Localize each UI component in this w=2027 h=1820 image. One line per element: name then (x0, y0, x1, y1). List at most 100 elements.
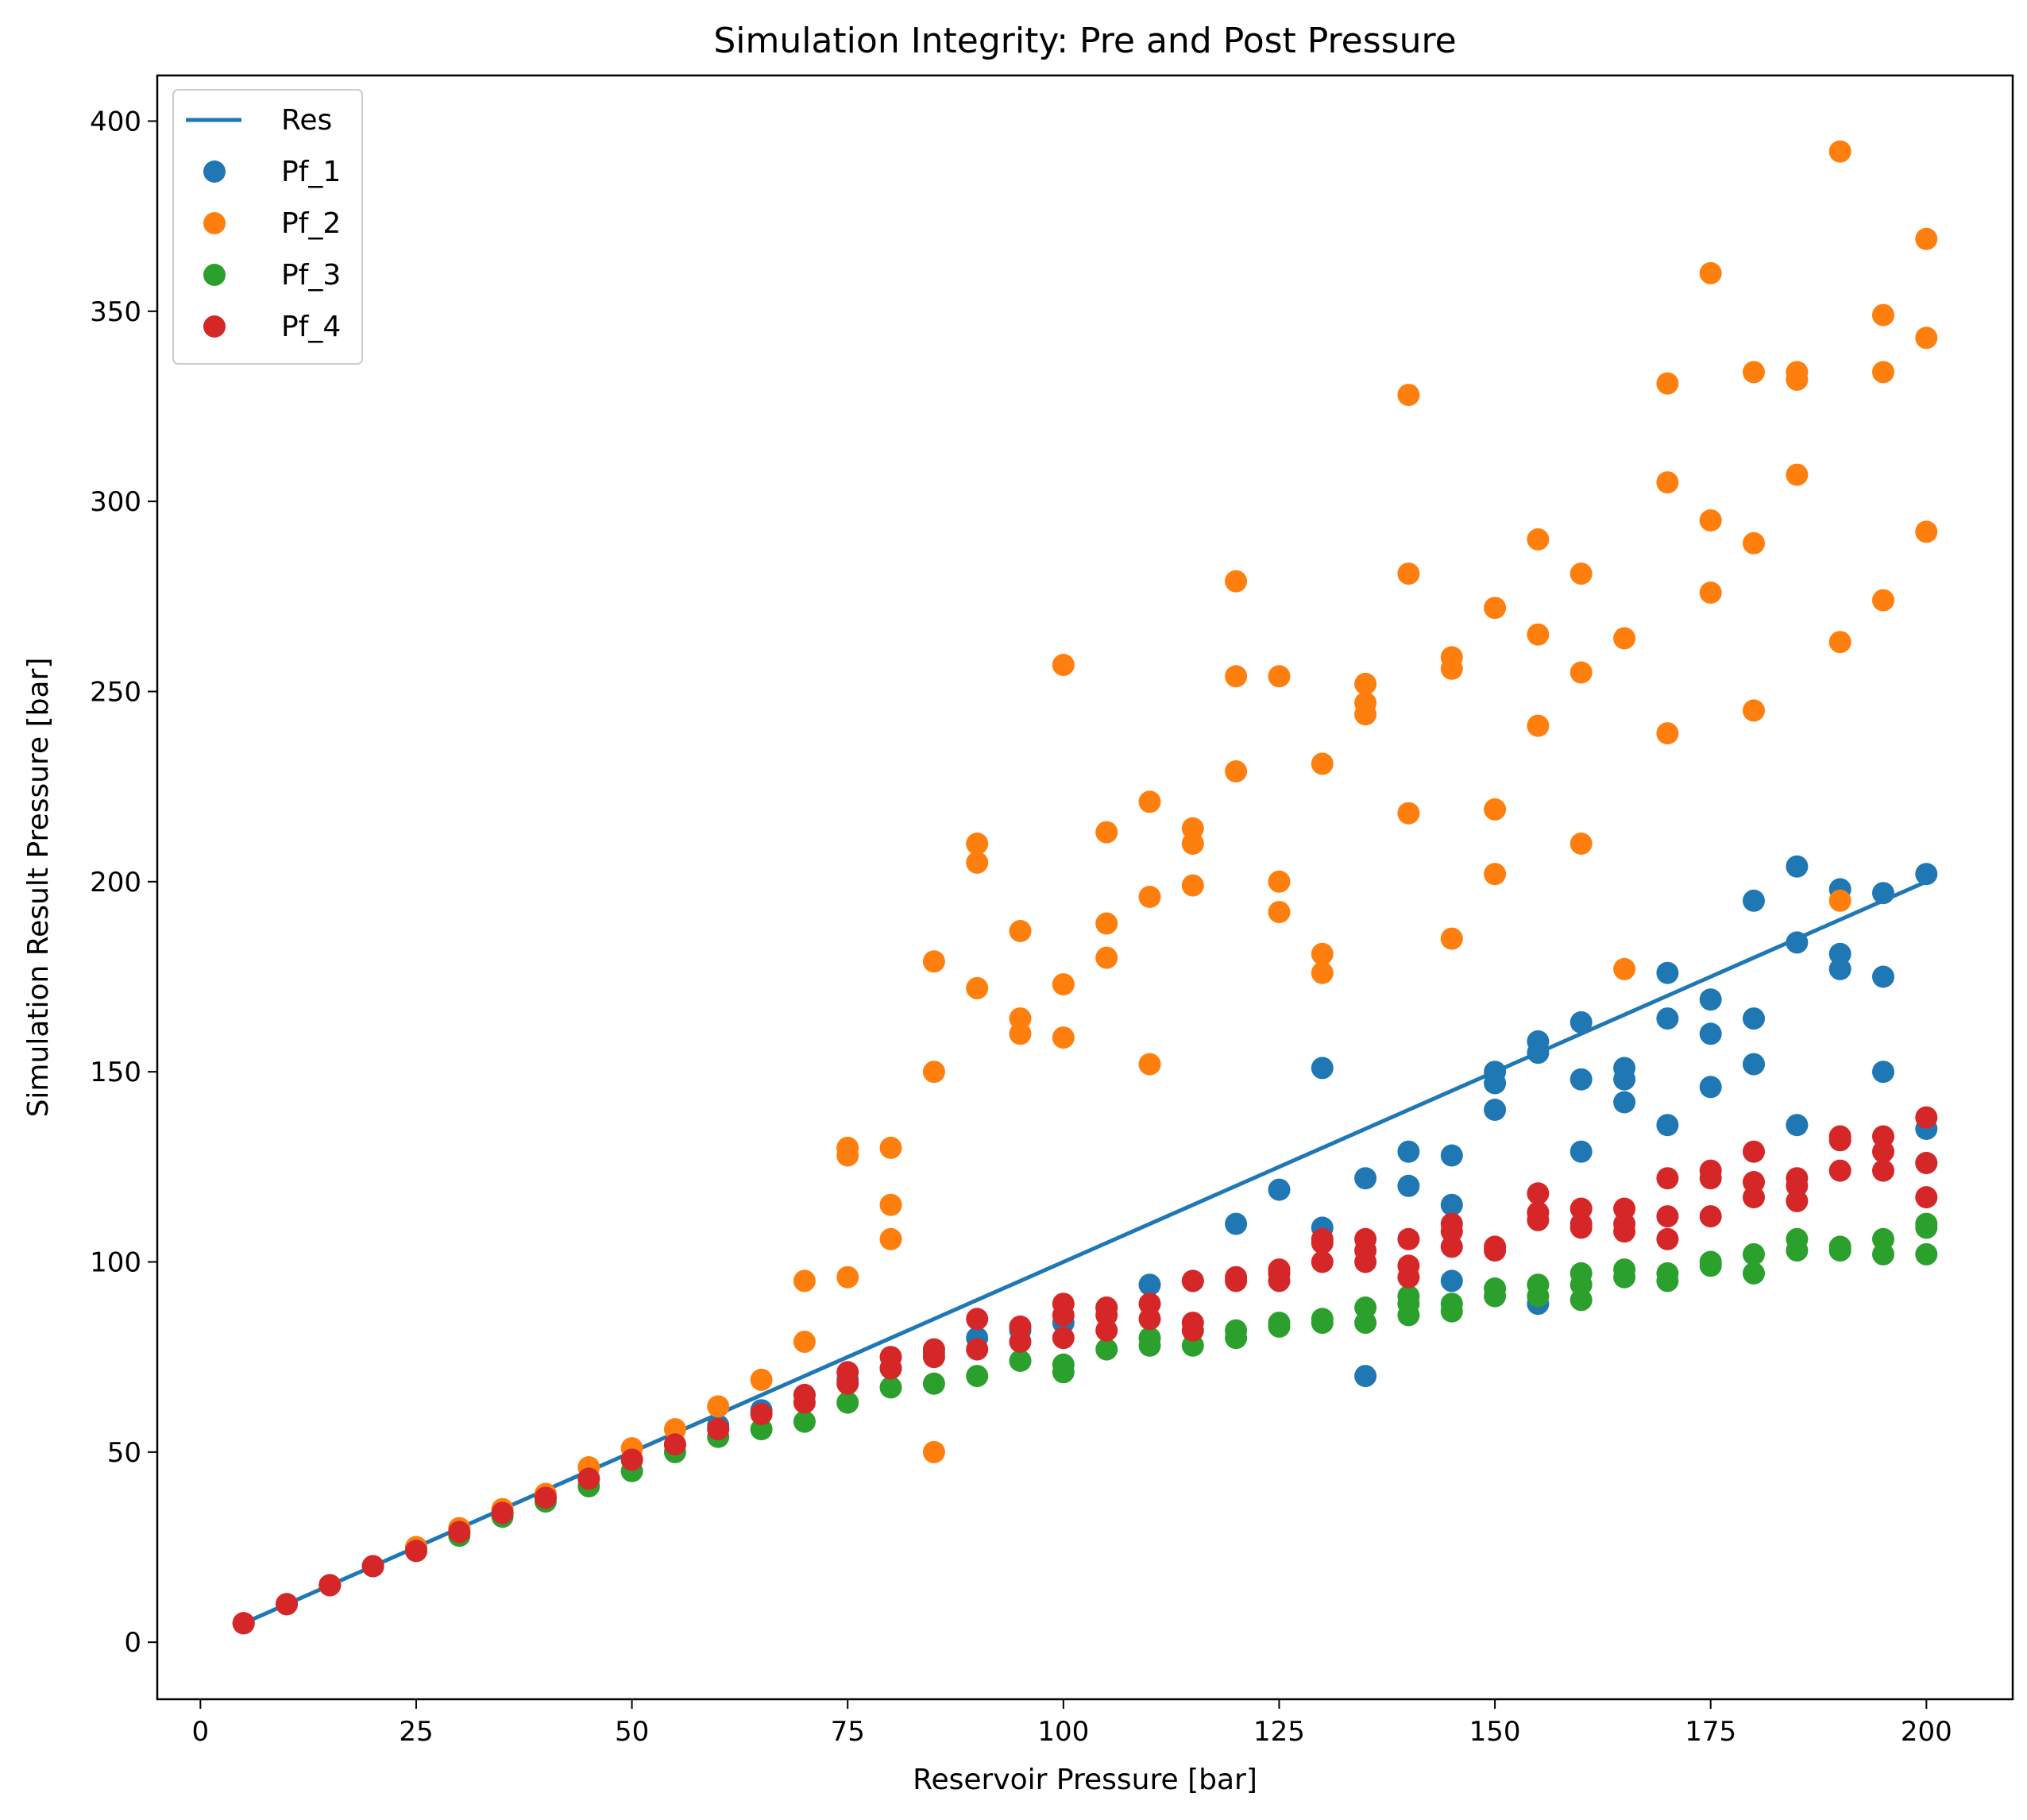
data-point-pf-2 (922, 1061, 945, 1084)
data-point-pf-4 (1613, 1197, 1636, 1220)
data-point-pf-4 (1138, 1293, 1161, 1316)
data-point-pf-1 (1138, 1273, 1161, 1296)
data-point-pf-2 (793, 1269, 816, 1293)
data-point-pf-3 (966, 1365, 989, 1388)
data-point-pf-4 (1915, 1186, 1938, 1209)
legend-label: Pf_1 (281, 156, 341, 188)
data-point-pf-3 (1743, 1242, 1765, 1265)
data-point-pf-3 (879, 1376, 902, 1399)
data-point-pf-2 (1440, 657, 1463, 680)
data-point-pf-2 (1095, 912, 1118, 935)
data-point-pf-3 (1786, 1227, 1809, 1250)
legend-label: Res (281, 104, 332, 137)
data-point-pf-2 (1311, 961, 1334, 984)
data-point-pf-1 (1311, 1057, 1334, 1080)
data-point-pf-3 (1225, 1319, 1248, 1342)
plot-area (156, 74, 2014, 1701)
data-point-pf-2 (663, 1418, 686, 1441)
data-point-pf-2 (1484, 597, 1507, 620)
data-point-pf-3 (1872, 1227, 1894, 1250)
data-point-pf-1 (1656, 1114, 1679, 1137)
data-point-pf-3 (1268, 1312, 1291, 1335)
y-axis-label: Simulation Result Pressure [bar] (22, 658, 55, 1118)
data-point-pf-1 (1786, 931, 1809, 954)
data-point-pf-4 (663, 1433, 686, 1456)
data-point-pf-2 (1225, 665, 1248, 688)
data-point-pf-1 (1828, 957, 1851, 980)
data-point-pf-3 (793, 1410, 816, 1433)
data-point-pf-2 (1397, 384, 1420, 407)
data-point-pf-3 (1052, 1353, 1075, 1376)
data-point-pf-1 (1915, 863, 1938, 886)
data-point-pf-2 (1484, 798, 1507, 821)
data-point-pf-1 (1743, 889, 1765, 912)
data-point-pf-4 (879, 1346, 902, 1369)
y-axis: 0 50 100 150 200 250 300 350 400 (90, 106, 157, 1659)
x-axis-label: Reservoir Pressure [bar] (913, 1764, 1257, 1796)
data-point-pf-4 (577, 1467, 600, 1490)
legend: Res Pf_1 Pf_2 Pf_3 Pf_4 (172, 89, 363, 365)
data-point-pf-2 (1009, 1022, 1032, 1045)
data-point-pf-4 (1656, 1227, 1679, 1250)
data-point-pf-3 (836, 1391, 859, 1414)
data-point-pf-2 (1613, 627, 1636, 650)
y-tick-label: 0 (124, 1627, 141, 1659)
data-point-pf-4 (1354, 1227, 1377, 1250)
data-point-pf-1 (1656, 961, 1679, 984)
data-point-pf-4 (836, 1361, 859, 1384)
data-point-pf-2 (922, 1440, 945, 1463)
data-point-pf-4 (491, 1501, 514, 1524)
data-point-pf-1 (1569, 1010, 1593, 1034)
data-point-pf-4 (1440, 1235, 1463, 1258)
x-tick-label: 150 (1469, 1716, 1521, 1748)
data-point-pf-3 (922, 1372, 945, 1395)
data-point-pf-2 (922, 950, 945, 973)
data-point-pf-1 (1569, 1140, 1593, 1163)
data-point-pf-3 (1915, 1242, 1938, 1265)
data-point-pf-4 (319, 1574, 342, 1597)
data-point-pf-1 (1699, 1022, 1722, 1045)
data-point-pf-3 (1656, 1262, 1679, 1285)
data-point-pf-1 (1872, 882, 1894, 905)
data-point-pf-1 (1743, 1007, 1765, 1030)
data-point-pf-2 (1656, 372, 1679, 395)
data-point-pf-4 (1181, 1269, 1204, 1293)
data-point-pf-2 (1052, 1026, 1075, 1049)
data-point-pf-2 (1828, 889, 1851, 912)
data-point-pf-2 (1915, 520, 1938, 543)
data-point-pf-4 (1743, 1140, 1765, 1163)
y-tick-label: 350 (90, 296, 141, 328)
data-point-pf-4 (276, 1593, 298, 1616)
data-point-pf-2 (1009, 920, 1032, 942)
data-point-pf-2 (1872, 589, 1894, 612)
data-point-pf-4 (1484, 1235, 1507, 1258)
data-point-pf-4 (1095, 1319, 1118, 1342)
data-point-pf-3 (1569, 1262, 1593, 1285)
data-point-pf-3 (1527, 1273, 1550, 1296)
data-point-pf-2 (1527, 714, 1550, 737)
data-point-pf-2 (879, 1136, 902, 1159)
data-point-pf-2 (1743, 531, 1765, 555)
data-point-pf-1 (1484, 1072, 1507, 1095)
y-tick-label: 50 (107, 1437, 141, 1469)
data-point-pf-2 (1569, 661, 1593, 684)
data-point-pf-4 (1828, 1125, 1851, 1148)
data-point-pf-1 (1872, 965, 1894, 988)
data-point-pf-2 (1527, 623, 1550, 646)
data-point-pf-2 (1225, 760, 1248, 782)
data-point-pf-4 (793, 1384, 816, 1406)
data-point-pf-1 (1440, 1144, 1463, 1167)
chart-title: Simulation Integrity: Pre and Post Press… (713, 21, 1456, 61)
data-point-pf-2 (1397, 562, 1420, 585)
y-tick-label: 200 (90, 867, 141, 898)
data-point-pf-2 (966, 976, 989, 999)
data-point-pf-4 (1397, 1254, 1420, 1277)
data-point-pf-4 (1699, 1205, 1722, 1228)
data-point-pf-4 (1527, 1182, 1550, 1205)
data-point-pf-2 (1656, 722, 1679, 745)
y-tick-label: 250 (90, 676, 141, 708)
data-point-pf-2 (707, 1395, 730, 1418)
series-pf-4-points (232, 1106, 1938, 1635)
data-point-pf-1 (1354, 1365, 1377, 1388)
data-point-pf-1 (1613, 1068, 1636, 1091)
